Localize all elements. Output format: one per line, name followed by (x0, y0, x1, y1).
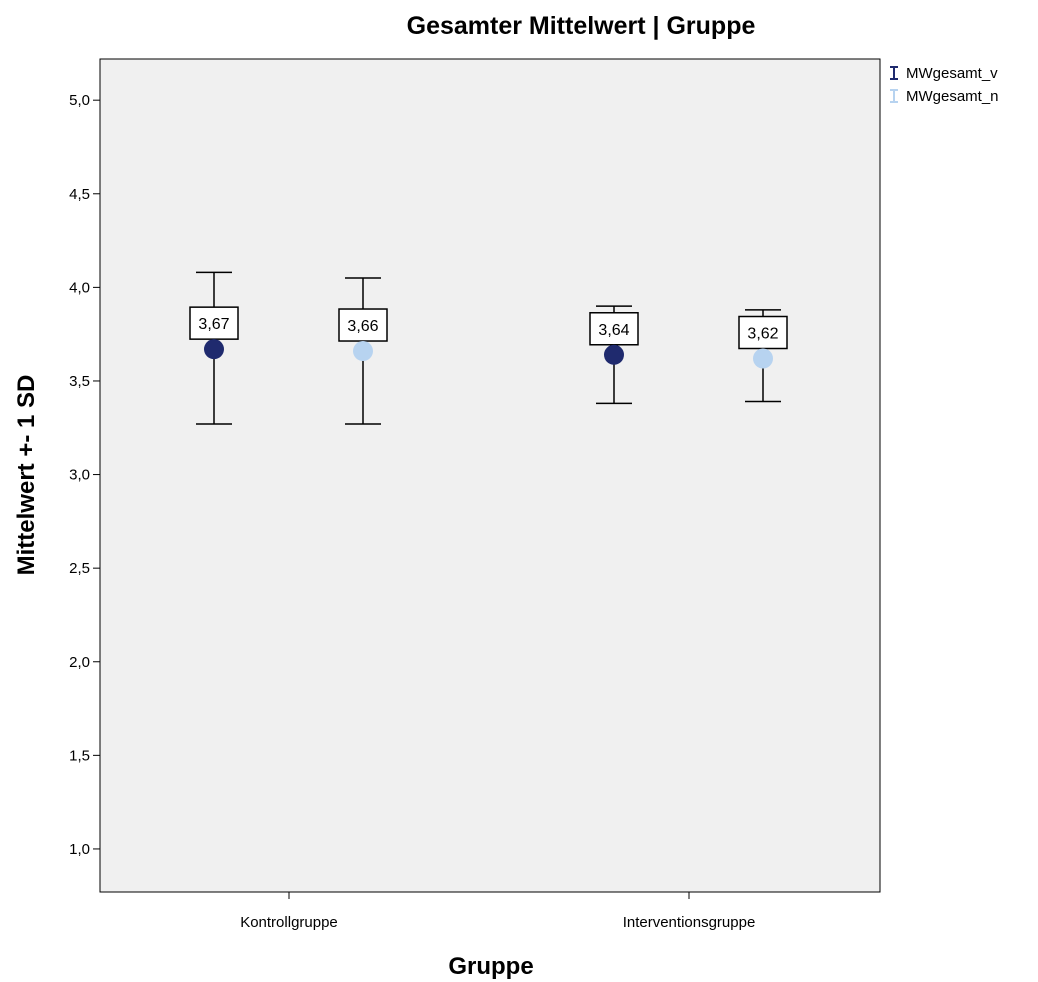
plot-area (99, 58, 881, 893)
legend: MWgesamt_v MWgesamt_n (890, 65, 999, 105)
mean-point (604, 344, 624, 365)
y-tick-label: 1,0 (69, 841, 90, 858)
mean-label: 3,64 (598, 322, 629, 339)
legend-item-0: MWgesamt_v (890, 65, 998, 82)
error-bar-n-1: 3,62 (738, 309, 788, 403)
y-axis-title: Mittelwert +- 1 SD (13, 375, 40, 576)
x-axis: Kontrollgruppe Interventionsgruppe (240, 892, 755, 931)
y-tick-label: 2,0 (69, 654, 90, 671)
mean-label: 3,66 (347, 318, 378, 335)
y-tick-label: 4,5 (69, 186, 90, 203)
x-tick-label: Interventionsgruppe (623, 914, 756, 931)
mean-label: 3,67 (198, 316, 229, 333)
error-bar-n-0: 3,66 (338, 277, 388, 425)
y-tick-label: 3,0 (69, 467, 90, 484)
legend-label: MWgesamt_v (906, 65, 998, 82)
error-bar-v-0: 3,67 (189, 271, 239, 425)
mean-label-box (738, 315, 788, 350)
mean-point (204, 339, 224, 360)
chart-title: Gesamter Mittelwert | Gruppe (407, 12, 756, 40)
mean-point (753, 348, 773, 369)
y-tick-label: 3,5 (69, 373, 90, 390)
y-tick-label: 4,0 (69, 279, 90, 296)
y-tick-label: 2,5 (69, 560, 90, 577)
x-axis-title: Gruppe (448, 953, 533, 980)
error-bar-v-1: 3,64 (589, 305, 639, 405)
legend-label: MWgesamt_n (906, 88, 999, 105)
mean-label-box (338, 308, 388, 342)
y-axis: 1,0 1,5 2,0 2,5 3,0 3,5 4,0 4,5 5,0 (69, 92, 100, 858)
y-tick-label: 1,5 (69, 747, 90, 764)
x-tick-label: Kontrollgruppe (240, 914, 338, 931)
legend-item-1: MWgesamt_n (890, 88, 999, 105)
y-tick-label: 5,0 (69, 92, 90, 109)
mean-label: 3,62 (747, 326, 778, 343)
mean-point (353, 341, 373, 362)
chart-marks: 3,67 3,64 3,66 3,62 (189, 271, 788, 425)
